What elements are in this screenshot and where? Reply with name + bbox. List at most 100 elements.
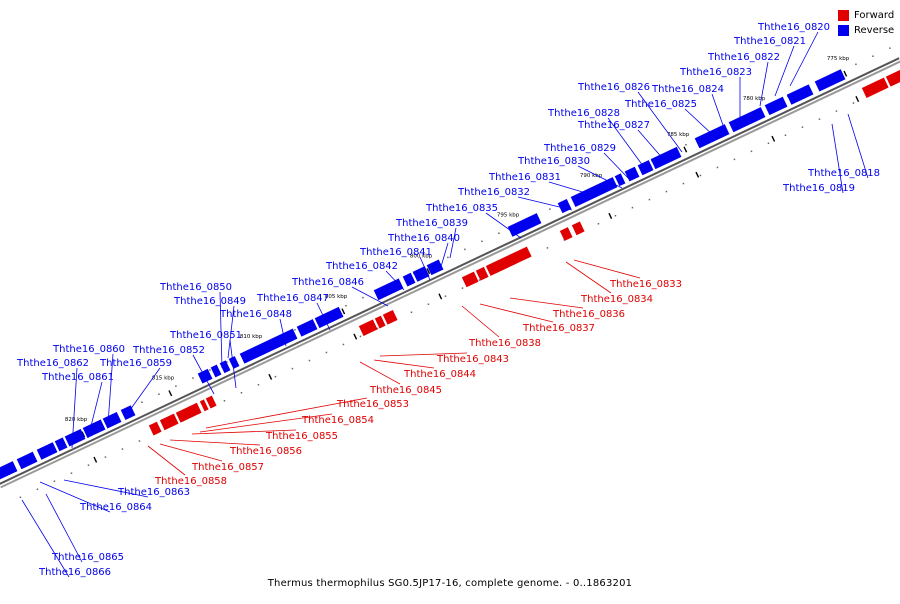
gene-top — [374, 314, 384, 319]
reverse-gene — [228, 354, 240, 369]
reverse-leader — [847, 113, 869, 179]
reverse-gene-label: Ththe16_0842 — [325, 261, 398, 272]
reverse-gene-label: Ththe16_0866 — [38, 567, 111, 578]
reverse-gene — [120, 404, 136, 420]
gene-top — [650, 145, 680, 160]
gene-top — [197, 367, 211, 374]
minor-tick — [614, 214, 617, 217]
major-tick — [695, 171, 700, 178]
minor-tick — [175, 385, 177, 387]
genome-axis-shadow — [0, 60, 900, 489]
reverse-leader — [684, 108, 715, 137]
gene-face — [373, 278, 404, 301]
gene-top — [159, 412, 177, 421]
minor-tick — [784, 134, 787, 136]
reverse-leader — [759, 61, 769, 107]
reverse-gene — [210, 363, 222, 378]
legend: Forward Reverse — [838, 8, 900, 38]
reverse-leader — [439, 242, 449, 271]
forward-gene — [382, 308, 398, 325]
minor-tick — [498, 232, 500, 235]
reverse-gene-label: Ththe16_0849 — [173, 296, 246, 307]
gene-top — [0, 459, 16, 468]
scale-label: 795 kbp — [497, 212, 520, 218]
gene-top — [358, 318, 376, 327]
reverse-leader — [607, 117, 647, 171]
forward-gene — [199, 398, 209, 412]
forward-leader — [565, 261, 612, 294]
reverse-gene-label: Ththe16_0847 — [256, 293, 329, 304]
reverse-gene-label: Ththe16_0823 — [679, 67, 752, 78]
gene-top — [571, 220, 583, 226]
minor-tick — [716, 166, 719, 169]
gene-face — [64, 428, 86, 447]
scale-label: 775 kbp — [827, 56, 850, 62]
gene-top — [314, 305, 342, 319]
reverse-gene-label: Ththe16_0839 — [395, 218, 468, 229]
minor-tick — [274, 375, 277, 378]
minor-tick — [342, 343, 345, 346]
forward-gene-label: Ththe16_0854 — [301, 415, 374, 426]
gene-top — [412, 264, 428, 272]
forward-gene — [461, 270, 479, 288]
minor-tick — [546, 247, 549, 249]
forward-gene — [148, 420, 162, 436]
major-tick — [268, 373, 273, 380]
reverse-gene — [54, 436, 68, 452]
major-tick — [93, 456, 98, 463]
minor-tick — [257, 383, 260, 386]
reverse-leader — [548, 181, 597, 197]
genome-axis-top — [0, 57, 900, 485]
gene-top — [54, 436, 66, 442]
forward-gene — [475, 265, 489, 281]
reverse-leader — [129, 367, 161, 411]
gene-face — [159, 413, 179, 431]
major-tick — [771, 135, 776, 142]
reverse-gene-label: Ththe16_0828 — [547, 108, 620, 119]
reverse-leader — [63, 479, 149, 498]
minor-tick — [427, 303, 430, 305]
forward-gene — [159, 412, 179, 431]
forward-leader — [147, 445, 186, 476]
reverse-gene-label: Ththe16_0832 — [457, 187, 530, 198]
gene-face — [296, 319, 318, 337]
forward-gene — [861, 76, 889, 98]
gene-face — [82, 419, 106, 438]
forward-leader — [461, 305, 500, 338]
minor-tick — [223, 400, 226, 402]
gene-top — [382, 308, 396, 315]
forward-gene-label: Ththe16_0845 — [369, 385, 442, 396]
reverse-leader — [192, 354, 215, 395]
gene-top — [228, 354, 238, 359]
reverse-gene-label: Ththe16_0826 — [577, 82, 650, 93]
legend-reverse: Reverse — [838, 23, 900, 38]
forward-gene — [559, 225, 573, 241]
gene-top — [507, 211, 540, 227]
minor-tick — [481, 240, 483, 243]
minor-tick — [889, 47, 891, 49]
forward-gene-label: Ththe16_0837 — [522, 323, 595, 334]
major-tick — [353, 333, 358, 340]
minor-tick — [835, 110, 838, 112]
reverse-gene — [650, 145, 682, 170]
reverse-leader — [774, 45, 795, 97]
minor-tick — [362, 296, 364, 299]
gene-top — [210, 363, 220, 368]
forward-gene-label: Ththe16_0855 — [265, 431, 338, 442]
reverse-gene-label: Ththe16_0841 — [359, 247, 432, 258]
gene-top — [694, 122, 728, 139]
reverse-leader — [637, 129, 665, 161]
reverse-gene-label: Ththe16_0861 — [41, 372, 114, 383]
minor-tick — [308, 359, 311, 362]
forward-leader — [169, 439, 261, 446]
reverse-gene-label: Ththe16_0865 — [51, 552, 124, 563]
major-tick — [608, 212, 613, 219]
gene-top — [786, 83, 812, 95]
reverse-gene-label: Ththe16_0830 — [517, 156, 590, 167]
forward-gene-label: Ththe16_0856 — [229, 446, 302, 457]
forward-gene-label: Ththe16_0853 — [336, 399, 409, 410]
gene-face — [461, 271, 479, 288]
reverse-leader — [279, 318, 287, 347]
gene-top — [64, 427, 84, 437]
gene-face — [219, 360, 231, 374]
